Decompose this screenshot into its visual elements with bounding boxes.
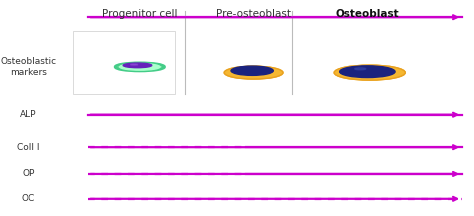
Text: OC: OC — [22, 194, 35, 203]
Ellipse shape — [130, 64, 138, 65]
Ellipse shape — [123, 63, 152, 68]
Ellipse shape — [355, 68, 366, 70]
FancyBboxPatch shape — [73, 31, 175, 94]
Text: OP: OP — [22, 169, 35, 178]
Ellipse shape — [115, 63, 164, 71]
Text: Progenitor cell: Progenitor cell — [102, 9, 178, 19]
Text: Osteoblastic
markers: Osteoblastic markers — [0, 57, 56, 77]
Text: ALP: ALP — [20, 110, 36, 119]
Text: Pre-osteoblast: Pre-osteoblast — [216, 9, 291, 19]
Ellipse shape — [224, 66, 283, 79]
Ellipse shape — [231, 66, 273, 75]
Text: Osteoblast: Osteoblast — [336, 9, 399, 19]
Ellipse shape — [119, 64, 160, 70]
Ellipse shape — [334, 65, 405, 80]
Text: Coll I: Coll I — [17, 143, 40, 152]
Ellipse shape — [339, 66, 395, 78]
